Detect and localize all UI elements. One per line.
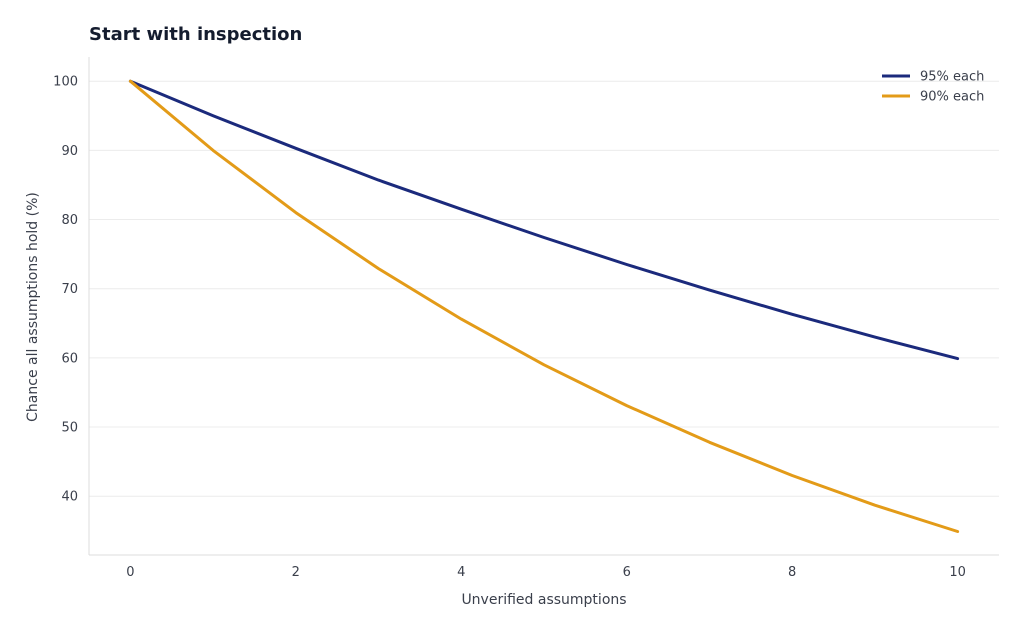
chart-title: Start with inspection — [89, 24, 302, 45]
x-axis-label: Unverified assumptions — [461, 592, 626, 608]
y-axis-label: Chance all assumptions hold (%) — [25, 192, 41, 422]
series-lines — [128, 79, 960, 533]
y-tick-labels: 40 50 60 70 80 90 100 — [53, 75, 78, 505]
legend: 95% each 90% each — [882, 70, 984, 105]
axes — [88, 57, 999, 556]
x-tick-label: 4 — [457, 565, 465, 580]
x-tick-label: 0 — [126, 565, 134, 580]
y-tick-label: 70 — [61, 282, 78, 297]
y-tick-label: 40 — [61, 490, 78, 505]
x-tick-label: 2 — [292, 565, 300, 580]
y-tick-label: 80 — [61, 213, 78, 228]
y-tick-label: 60 — [61, 351, 78, 366]
x-tick-label: 10 — [949, 565, 966, 580]
legend-label: 95% each — [920, 70, 984, 85]
y-tick-label: 50 — [61, 421, 78, 436]
legend-label: 90% each — [920, 90, 984, 105]
series-line-2 — [128, 79, 960, 533]
series-line-1 — [128, 79, 960, 361]
y-tick-label: 90 — [61, 144, 78, 159]
x-tick-label: 6 — [623, 565, 631, 580]
x-tick-labels: 0 2 4 6 8 10 — [126, 565, 966, 580]
x-tick-label: 8 — [788, 565, 796, 580]
y-tick-label: 100 — [53, 75, 78, 90]
grid — [89, 80, 999, 497]
